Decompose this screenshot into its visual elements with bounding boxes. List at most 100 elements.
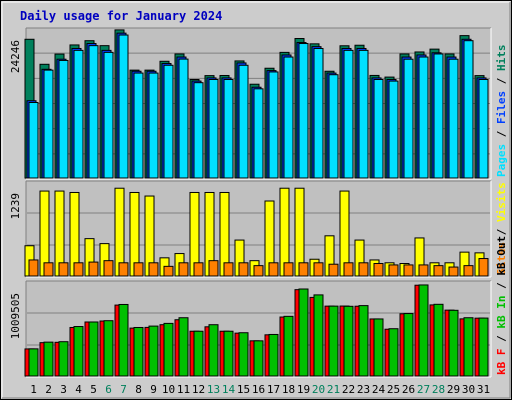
bar-sites-day-27 xyxy=(418,264,429,277)
legend-entry-kb-out: kB Out xyxy=(495,236,508,276)
panel-2: 1239 Sites / Visits xyxy=(9,180,508,278)
bar-kb-in-day-7 xyxy=(118,303,129,377)
bar-kb-in-day-17 xyxy=(268,333,279,377)
x-tick-day-28: 28 xyxy=(432,383,445,396)
x-tick-day-22: 22 xyxy=(342,383,355,396)
legend-panel-3: kB F / kB In / kB Out xyxy=(495,236,508,375)
legend-separator: / xyxy=(495,329,508,349)
x-tick-day-11: 11 xyxy=(177,383,190,396)
legend-entry-hits: Hits xyxy=(495,45,508,72)
legend-entry-pages: Pages xyxy=(495,144,508,177)
x-tick-day-4: 4 xyxy=(75,383,82,396)
bar-pages-day-30 xyxy=(463,40,474,179)
x-tick-day-5: 5 xyxy=(90,383,97,396)
bar-pages-day-6 xyxy=(103,51,114,179)
bar-pages-day-25 xyxy=(388,80,399,179)
legend-separator: / xyxy=(495,124,508,144)
bar-kb-in-day-15 xyxy=(238,332,249,377)
x-tick-day-13: 13 xyxy=(207,383,220,396)
x-tick-labels: 1 2 3 4 5 6 7 8 9 10 11 12 13 14 15 16 17 18 19 20 21 22 23 24 2… xyxy=(30,383,490,396)
x-tick-day-14: 14 xyxy=(222,383,236,396)
x-tick-day-8: 8 xyxy=(135,383,142,396)
bar-pages-day-8 xyxy=(133,72,144,179)
chart-title: Daily usage for January 2024 xyxy=(20,9,222,23)
bar-pages-day-9 xyxy=(148,72,159,179)
bar-sites-day-15 xyxy=(238,262,249,277)
x-tick-day-23: 23 xyxy=(357,383,370,396)
bar-sites-day-5 xyxy=(88,261,99,277)
bar-kb-in-day-29 xyxy=(448,309,459,377)
bar-sites-day-14 xyxy=(223,262,234,277)
bar-pages-day-21 xyxy=(328,74,339,179)
legend-panel-1: Pages / Files / Hits xyxy=(495,45,508,178)
x-tick-day-26: 26 xyxy=(402,383,415,396)
bar-kb-in-day-13 xyxy=(208,324,219,377)
x-tick-day-12: 12 xyxy=(192,383,205,396)
bar-kb-in-day-18 xyxy=(283,315,294,377)
bar-sites-day-23 xyxy=(358,262,369,277)
bar-sites-day-13 xyxy=(208,260,219,277)
bar-kb-in-day-10 xyxy=(163,322,174,377)
bar-kb-in-day-9 xyxy=(148,325,159,377)
bar-kb-in-day-27 xyxy=(418,284,429,377)
y-tick-label: 24246 xyxy=(9,40,22,73)
bar-pages-day-14 xyxy=(223,79,234,179)
x-tick-day-25: 25 xyxy=(387,383,400,396)
legend-entry-kb-in: kB In xyxy=(495,296,508,329)
bar-kb-in-day-25 xyxy=(388,328,399,377)
bar-pages-day-27 xyxy=(418,56,429,179)
bar-pages-day-29 xyxy=(448,58,459,179)
bar-sites-day-25 xyxy=(388,264,399,277)
bar-sites-day-3 xyxy=(58,262,69,277)
bar-pages-day-2 xyxy=(43,69,54,179)
bar-kb-in-day-3 xyxy=(58,341,69,377)
x-tick-day-9: 9 xyxy=(150,383,157,396)
bar-kb-in-day-28 xyxy=(433,303,444,377)
bar-kb-in-day-19 xyxy=(298,288,309,377)
bar-pages-day-28 xyxy=(433,53,444,179)
bar-kb-in-day-30 xyxy=(463,317,474,377)
bar-sites-day-19 xyxy=(298,262,309,277)
x-tick-day-21: 21 xyxy=(327,383,340,396)
x-tick-day-6: 6 xyxy=(105,383,112,396)
bar-sites-day-31 xyxy=(478,258,489,277)
bar-kb-in-day-1 xyxy=(28,348,39,377)
bar-kb-in-day-8 xyxy=(133,326,144,377)
bar-sites-day-22 xyxy=(343,262,354,277)
y-tick-label: 1009505 xyxy=(9,293,22,339)
x-tick-day-30: 30 xyxy=(462,383,475,396)
bar-pages-day-18 xyxy=(283,56,294,179)
bar-sites-day-10 xyxy=(163,265,174,277)
bar-sites-day-16 xyxy=(253,265,264,277)
bar-sites-day-24 xyxy=(373,263,384,277)
bar-kb-in-day-5 xyxy=(88,321,99,377)
bar-pages-day-3 xyxy=(58,59,69,179)
x-tick-day-20: 20 xyxy=(312,383,325,396)
bar-kb-in-day-21 xyxy=(328,305,339,377)
bar-pages-day-31 xyxy=(478,79,489,179)
x-tick-day-3: 3 xyxy=(60,383,67,396)
bar-kb-in-day-12 xyxy=(193,330,204,377)
bar-pages-day-17 xyxy=(268,71,279,179)
bar-sites-day-18 xyxy=(283,262,294,277)
bar-sites-day-30 xyxy=(463,265,474,277)
bar-kb-in-day-16 xyxy=(253,340,264,377)
bar-pages-day-19 xyxy=(298,43,309,179)
bar-sites-day-1 xyxy=(28,259,39,277)
legend-separator: / xyxy=(495,276,508,296)
bar-kb-in-day-23 xyxy=(358,305,369,377)
bar-sites-day-21 xyxy=(328,263,339,277)
bar-pages-day-15 xyxy=(238,64,249,179)
bar-sites-day-6 xyxy=(103,260,114,277)
panel-1: 24246 Pages / Files / Hits xyxy=(9,27,508,180)
bar-kb-in-day-20 xyxy=(313,294,324,377)
x-tick-day-31: 31 xyxy=(477,383,490,396)
bar-pages-day-10 xyxy=(163,64,174,179)
bar-kb-in-day-24 xyxy=(373,318,384,377)
bar-sites-day-26 xyxy=(403,264,414,277)
bar-pages-day-13 xyxy=(208,79,219,179)
bar-pages-day-5 xyxy=(88,45,99,179)
bar-sites-day-12 xyxy=(193,262,204,277)
